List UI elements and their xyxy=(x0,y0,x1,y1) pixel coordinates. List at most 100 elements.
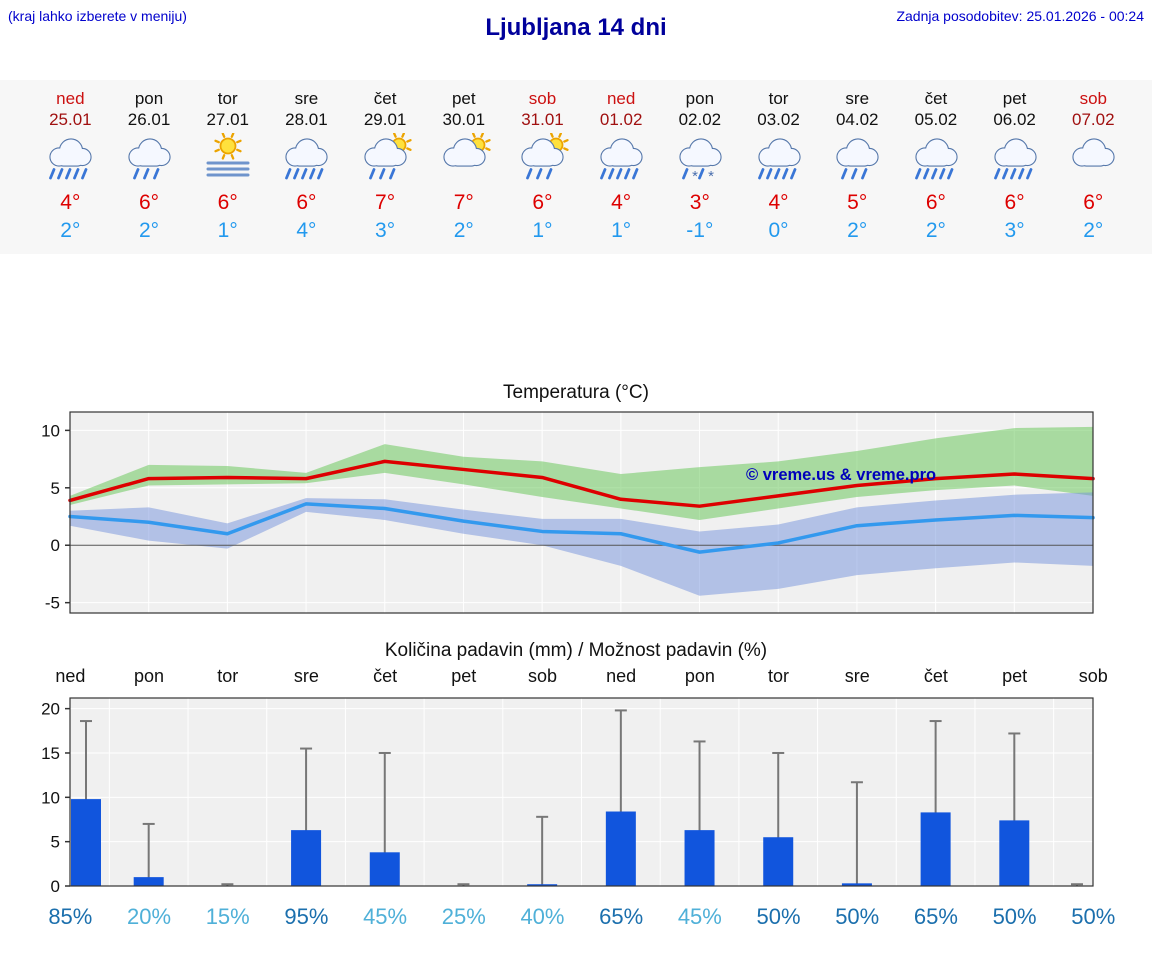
weather-cloudy-icon xyxy=(1054,133,1133,189)
svg-text:*: * xyxy=(692,168,698,185)
day-column: pon 02.02 * * 3° -1° xyxy=(661,88,740,244)
day-column: ned 25.01 4° 2° xyxy=(31,88,110,244)
precipitation-chart-title: Količina padavin (mm) / Možnost padavin … xyxy=(384,640,768,661)
precip-day-label: čet xyxy=(373,666,398,686)
day-name: tor xyxy=(217,89,238,108)
plot-frame xyxy=(69,697,1094,887)
day-column: čet 29.01 7° 3° xyxy=(346,88,425,244)
precip-bar xyxy=(133,877,164,886)
page-title: Ljubljana 14 dni xyxy=(485,14,667,41)
precip-probability: 95% xyxy=(284,904,329,929)
day-date: 07.02 xyxy=(1072,110,1115,129)
day-temp-min: -1° xyxy=(686,219,714,242)
precip-bar xyxy=(920,812,951,886)
weather-sun-cloud-icon xyxy=(424,132,503,189)
precip-probability: 85% xyxy=(48,904,93,929)
precip-bar xyxy=(71,799,101,886)
day-temp-max: 3° xyxy=(689,191,710,214)
day-date: 04.02 xyxy=(835,110,879,129)
day-temp-max: 4° xyxy=(768,191,789,214)
y-tick-label: -5 xyxy=(45,594,60,613)
day-temp-max: 6° xyxy=(296,191,317,214)
day-name: sre xyxy=(845,89,870,108)
y-tick-label: 0 xyxy=(51,536,60,555)
precip-probability: 45% xyxy=(677,904,722,929)
weather-sun-fog-icon xyxy=(188,132,267,189)
day-name: pon xyxy=(134,89,164,108)
temperature-chart-title: Temperatura (°C) xyxy=(503,382,649,403)
day-temp-min: 3° xyxy=(1004,219,1025,242)
precip-day-labels: ned pon tor sre čet pet sob ned pon tor sre čet pet s… xyxy=(0,664,1152,688)
precip-bar xyxy=(841,883,872,886)
day-date: 25.01 xyxy=(49,110,92,129)
weather-heavy-rain-icon xyxy=(267,133,346,189)
weather-sleet-icon: * * xyxy=(661,133,740,189)
day-temp-max: 6° xyxy=(1004,191,1025,214)
day-column: sob 07.02 6° 2° xyxy=(1054,88,1133,244)
precipitation-section: Količina padavin (mm) / Možnost padavin … xyxy=(0,638,1152,930)
day-temp-min: 3° xyxy=(375,219,396,242)
day-name: pet xyxy=(451,89,476,108)
day-temp-max: 6° xyxy=(532,191,553,214)
day-temp-min: 1° xyxy=(611,219,632,242)
precip-day-label: ned xyxy=(606,666,637,686)
y-tick-label: 0 xyxy=(51,877,60,896)
day-date: 06.02 xyxy=(993,110,1036,129)
precip-probability: 50% xyxy=(992,904,1037,929)
precip-probability: 45% xyxy=(363,904,408,929)
day-name: sob xyxy=(528,89,557,108)
precip-day-label: sob xyxy=(527,666,557,686)
precip-bar xyxy=(291,830,322,886)
precip-probability: 65% xyxy=(599,904,644,929)
day-column: ned 01.02 4° 1° xyxy=(582,88,661,244)
day-temp-min: 0° xyxy=(768,219,789,242)
day-temp-max: 6° xyxy=(217,191,238,214)
day-temp-max: 7° xyxy=(453,191,474,214)
precipitation-chart: 0 5 10 15 20 xyxy=(41,697,1094,896)
day-name: sob xyxy=(1079,89,1107,108)
day-temp-max: 4° xyxy=(611,191,632,214)
day-date: 02.02 xyxy=(678,110,722,129)
precip-probability: 65% xyxy=(913,904,958,929)
day-column: pet 06.02 6° 3° xyxy=(975,88,1054,244)
day-column: pet 30.01 7° 2° xyxy=(424,88,503,244)
day-name: ned xyxy=(56,89,85,108)
day-column: pon 26.01 6° 2° xyxy=(110,88,189,244)
weather-heavy-rain-icon xyxy=(582,133,661,189)
plot-frame xyxy=(69,411,1094,614)
last-update: Zadnja posodobitev: 25.01.2026 - 00:24 xyxy=(896,8,1144,24)
y-tick-label: 5 xyxy=(51,479,60,498)
day-name: pon xyxy=(685,89,715,108)
day-temp-min: 2° xyxy=(138,219,160,242)
y-tick-label: 10 xyxy=(41,421,60,440)
day-name: tor xyxy=(768,89,789,108)
precip-probability: 50% xyxy=(1071,904,1116,929)
day-column: sre 28.01 6° 4° xyxy=(267,88,346,244)
precip-day-label: pet xyxy=(1002,666,1028,686)
day-date: 27.01 xyxy=(206,110,249,129)
weather-heavy-rain-icon xyxy=(31,133,110,189)
day-date: 31.01 xyxy=(521,110,564,129)
day-temp-min: 1° xyxy=(532,219,553,242)
day-name: pet xyxy=(1002,89,1027,108)
precip-probability: 15% xyxy=(205,904,250,929)
precip-day-label: pon xyxy=(134,666,165,686)
precip-day-label: pon xyxy=(684,666,715,686)
temp-max-range xyxy=(70,426,1093,520)
topbar: (kraj lahko izberete v meniju) Ljubljana… xyxy=(0,0,1152,48)
day-column: sre 04.02 5° 2° xyxy=(818,88,897,244)
svg-text:*: * xyxy=(708,168,714,185)
day-temp-max: 7° xyxy=(375,191,396,214)
weather-heavy-rain-icon xyxy=(975,133,1054,189)
y-tick-label: 10 xyxy=(41,788,60,807)
day-column: čet 05.02 6° 2° xyxy=(897,88,976,244)
day-date: 29.01 xyxy=(363,110,407,129)
day-date: 01.02 xyxy=(599,110,643,129)
day-date: 05.02 xyxy=(914,110,958,129)
precip-bar xyxy=(684,830,715,886)
day-date: 30.01 xyxy=(442,110,486,129)
day-temp-min: 2° xyxy=(1083,219,1104,242)
precip-probability: 20% xyxy=(127,904,172,929)
watermark-link[interactable]: © vreme.us & vreme.pro xyxy=(746,466,936,484)
day-column: tor 27.01 6° 1° xyxy=(188,88,267,244)
